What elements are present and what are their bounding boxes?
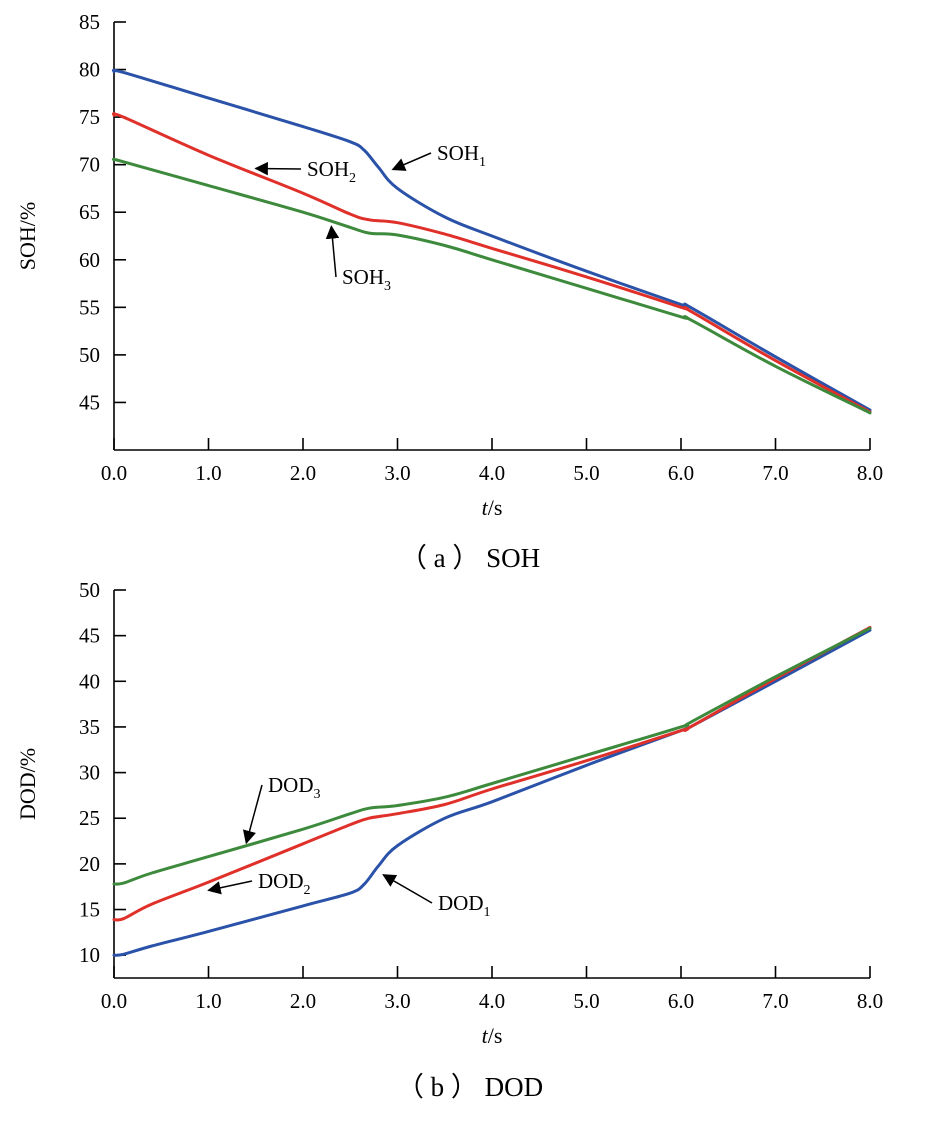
x-tick-label: 7.0 <box>762 461 788 485</box>
series-line-soh3 <box>111 157 872 415</box>
series-line-dod1 <box>112 628 872 957</box>
panel-caption: （ b ） DOD <box>397 1072 543 1102</box>
y-axis-title: SOH/% <box>15 202 40 270</box>
series-line-soh1 <box>111 68 872 412</box>
x-tick-label: 6.0 <box>668 989 694 1013</box>
chart-dod: 0.0 1.0 2.0 3.0 4.0 5.0 6.0 7.0 8.0 10 15 20 25 30 35 4… <box>15 578 883 1102</box>
annotation-name: DOD <box>438 891 484 915</box>
annotation-arrow <box>207 880 253 895</box>
annotation-subscript: 3 <box>384 279 391 294</box>
y-tick-label: 55 <box>79 295 100 319</box>
x-tick-label: 8.0 <box>857 461 883 485</box>
annotation-label-soh3: SOH3 <box>342 265 391 294</box>
y-tick-label: 75 <box>79 105 100 129</box>
panel-caption-prefix: （ b ） <box>397 1072 478 1102</box>
y-tick-label: 30 <box>79 761 100 785</box>
x-tick-label: 7.0 <box>762 989 788 1013</box>
annotation-name: DOD <box>258 869 304 893</box>
x-tick-label: 1.0 <box>195 989 221 1013</box>
annotation-arrow <box>382 874 433 904</box>
panel-caption-name: DOD <box>478 1072 543 1102</box>
y-tick-label: 20 <box>79 852 100 876</box>
x-tick-label: 1.0 <box>195 461 221 485</box>
series-line-dod2 <box>112 625 872 922</box>
y-tick-label: 25 <box>79 806 100 830</box>
annotation-subscript: 2 <box>304 883 311 898</box>
series-line-soh2 <box>111 112 872 414</box>
annotation-subscript: 3 <box>314 787 321 802</box>
x-axis-title-var: t <box>482 495 489 520</box>
x-axis-title-unit: /s <box>488 1023 503 1048</box>
annotation-name: SOH <box>307 157 349 181</box>
annotation-arrow <box>325 225 340 278</box>
x-tick-label: 3.0 <box>384 461 410 485</box>
x-tick-label: 5.0 <box>573 989 599 1013</box>
y-tick-label: 85 <box>79 10 100 34</box>
y-tick-label: 45 <box>79 624 100 648</box>
y-axis-title: DOD/% <box>15 748 40 820</box>
annotation-subscript: 1 <box>479 155 486 170</box>
x-tick-label: 0.0 <box>101 989 127 1013</box>
y-tick-label: 50 <box>79 343 100 367</box>
x-tick-label: 2.0 <box>290 989 316 1013</box>
annotation-label-soh1: SOH1 <box>437 141 486 170</box>
y-tick-label: 40 <box>79 669 100 693</box>
x-axis-title-unit: /s <box>488 495 503 520</box>
y-tick-label: 35 <box>79 715 100 739</box>
annotation-subscript: 1 <box>484 905 491 920</box>
y-tick-label: 10 <box>79 943 100 967</box>
y-tick-label: 45 <box>79 390 100 414</box>
annotation-subscript: 2 <box>349 171 356 186</box>
x-tick-label: 5.0 <box>573 461 599 485</box>
series-line-dod3 <box>112 626 872 886</box>
annotation-arrow <box>242 784 263 845</box>
x-tick-label: 4.0 <box>479 989 505 1013</box>
annotation-arrow <box>391 152 432 171</box>
annotation-name: DOD <box>268 773 314 797</box>
annotation-label-dod1: DOD1 <box>438 891 491 920</box>
panel-caption: （ a ） SOH <box>400 543 540 573</box>
x-axis-title-var: t <box>482 1023 489 1048</box>
x-tick-label: 8.0 <box>857 989 883 1013</box>
annotation-arrow <box>254 161 302 176</box>
y-tick-label: 70 <box>79 153 100 177</box>
annotation-label-dod3: DOD3 <box>268 773 321 802</box>
panel-caption-name: SOH <box>479 543 540 573</box>
annotation-name: SOH <box>342 265 384 289</box>
x-tick-label: 4.0 <box>479 461 505 485</box>
y-tick-label: 65 <box>79 200 100 224</box>
x-axis-title: t/s <box>482 1023 503 1048</box>
x-axis-title: t/s <box>482 495 503 520</box>
x-tick-label: 0.0 <box>101 461 127 485</box>
chart-soh: 0.0 1.0 2.0 3.0 4.0 5.0 6.0 7.0 8.0 45 50 55 60 65 70 7… <box>15 10 883 573</box>
panel-caption-prefix: （ a ） <box>400 543 479 573</box>
annotation-label-dod2: DOD2 <box>258 869 311 898</box>
x-tick-label: 2.0 <box>290 461 316 485</box>
y-tick-label: 15 <box>79 898 100 922</box>
y-tick-label: 50 <box>79 578 100 602</box>
y-tick-label: 60 <box>79 248 100 272</box>
annotation-label-soh2: SOH2 <box>307 157 356 186</box>
x-tick-label: 6.0 <box>668 461 694 485</box>
y-tick-label: 80 <box>79 58 100 82</box>
x-tick-label: 3.0 <box>384 989 410 1013</box>
annotation-name: SOH <box>437 141 479 165</box>
